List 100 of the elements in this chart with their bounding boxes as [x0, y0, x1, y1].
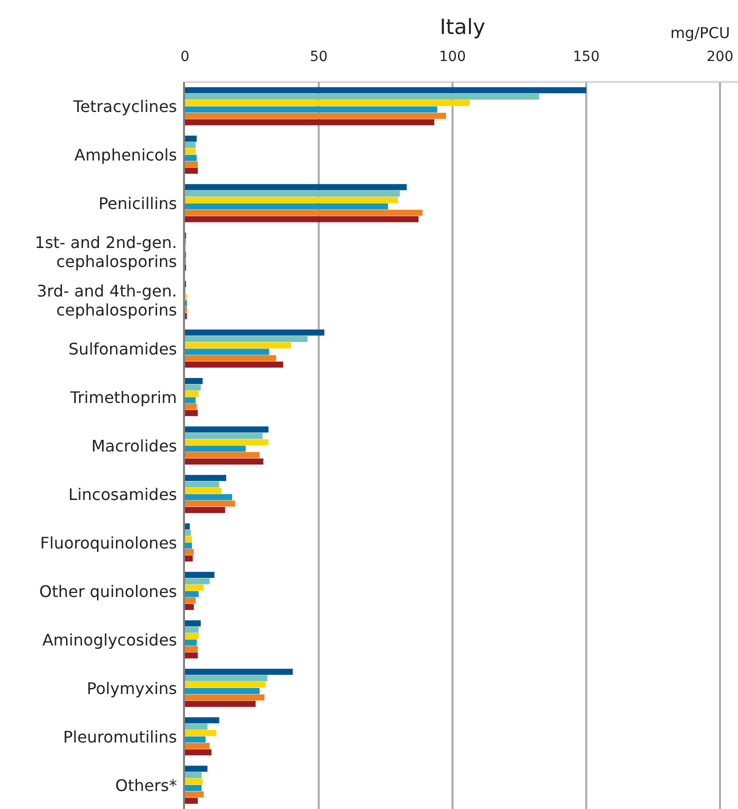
bar [185, 604, 194, 610]
chart-title: Italy [440, 15, 486, 39]
bar [185, 397, 196, 404]
bar [185, 210, 423, 216]
bar [185, 730, 216, 736]
bar [185, 404, 197, 410]
y-tick-label: 1st- and 2nd-gen. cephalosporins [34, 233, 177, 272]
bar [185, 330, 324, 336]
y-tick-label: Amphenicols [74, 146, 177, 165]
bar [185, 348, 270, 355]
bar [185, 410, 198, 416]
bar [185, 378, 203, 384]
bar [185, 136, 197, 142]
bar [185, 749, 212, 756]
bar [185, 724, 208, 730]
bar [185, 154, 197, 161]
y-tick-label: Pleuromutilins [63, 727, 177, 746]
y-tick-label: Penicillins [98, 194, 177, 214]
bar [185, 523, 190, 530]
bar [185, 494, 232, 500]
bar [185, 675, 268, 682]
bar [185, 766, 208, 772]
bar [185, 506, 226, 514]
bar [185, 336, 308, 342]
bar [185, 384, 201, 390]
bar [185, 216, 419, 222]
bar [185, 742, 210, 749]
bar [185, 694, 264, 700]
x-axis-title: mg/PCU [670, 24, 730, 42]
bar [185, 106, 438, 112]
bar [185, 342, 291, 348]
bar [185, 390, 199, 397]
bar [185, 584, 204, 591]
bar [185, 591, 199, 598]
y-tick-label: Others* [115, 776, 177, 795]
bar [185, 646, 198, 652]
bar [185, 772, 202, 778]
bar [185, 717, 220, 724]
bar [185, 784, 202, 792]
bar [185, 452, 260, 458]
bar [185, 203, 388, 210]
bar [185, 626, 199, 633]
bar [185, 100, 470, 106]
y-tick-label: Trimethoprim [69, 388, 177, 408]
bar [185, 426, 268, 433]
bar [185, 119, 434, 126]
y-tick-label: Aminoglycosides [42, 630, 177, 650]
bar [185, 94, 540, 100]
bar [185, 500, 236, 507]
bar [185, 439, 268, 446]
y-tick-label: 3rd- and 4th-gen. cephalosporins [36, 282, 177, 320]
y-tick-label: Macrolides [91, 436, 177, 456]
bar [185, 481, 220, 488]
bar [185, 682, 266, 688]
x-tick-label: 100 [439, 49, 466, 65]
bar [185, 652, 198, 658]
bar [185, 168, 198, 174]
bar [185, 791, 204, 798]
bar [185, 700, 256, 707]
bar [185, 190, 400, 197]
bar [185, 536, 192, 542]
bar [185, 633, 199, 640]
x-tick-label: 200 [706, 49, 734, 65]
y-tick-label: Tetracyclines [72, 97, 177, 116]
x-tick-label: 150 [572, 49, 600, 65]
bar [185, 474, 226, 481]
bar [185, 549, 194, 556]
bar [185, 161, 198, 168]
y-tick-label: Polymyxins [86, 678, 177, 698]
bar [185, 196, 398, 204]
bar [185, 555, 193, 562]
x-tick-label: 0 [180, 49, 190, 65]
y-tick-label: Sulfonamides [68, 340, 177, 359]
bar [185, 112, 446, 119]
bar [185, 668, 293, 675]
bar [185, 778, 203, 785]
y-tick-label: Fluoroquinolones [40, 533, 177, 552]
bar [185, 148, 196, 155]
bar [185, 458, 264, 465]
bar [185, 355, 276, 362]
bar [185, 578, 210, 584]
bar [185, 432, 263, 439]
bar [185, 640, 197, 646]
bar [185, 572, 214, 578]
bar [185, 446, 246, 452]
bar [185, 542, 192, 549]
y-tick-label: Lincosamides [68, 484, 177, 504]
y-tick-label: Other quinolones [39, 582, 177, 601]
bar [185, 736, 206, 743]
bar [185, 688, 260, 694]
bar [185, 184, 407, 190]
bar [185, 142, 196, 148]
bar [185, 530, 191, 536]
bar [185, 362, 284, 368]
bar [185, 87, 586, 94]
bar [185, 597, 196, 604]
x-tick-label: 50 [310, 49, 328, 65]
bar [185, 488, 222, 494]
bar [185, 798, 198, 804]
bar [185, 620, 201, 626]
